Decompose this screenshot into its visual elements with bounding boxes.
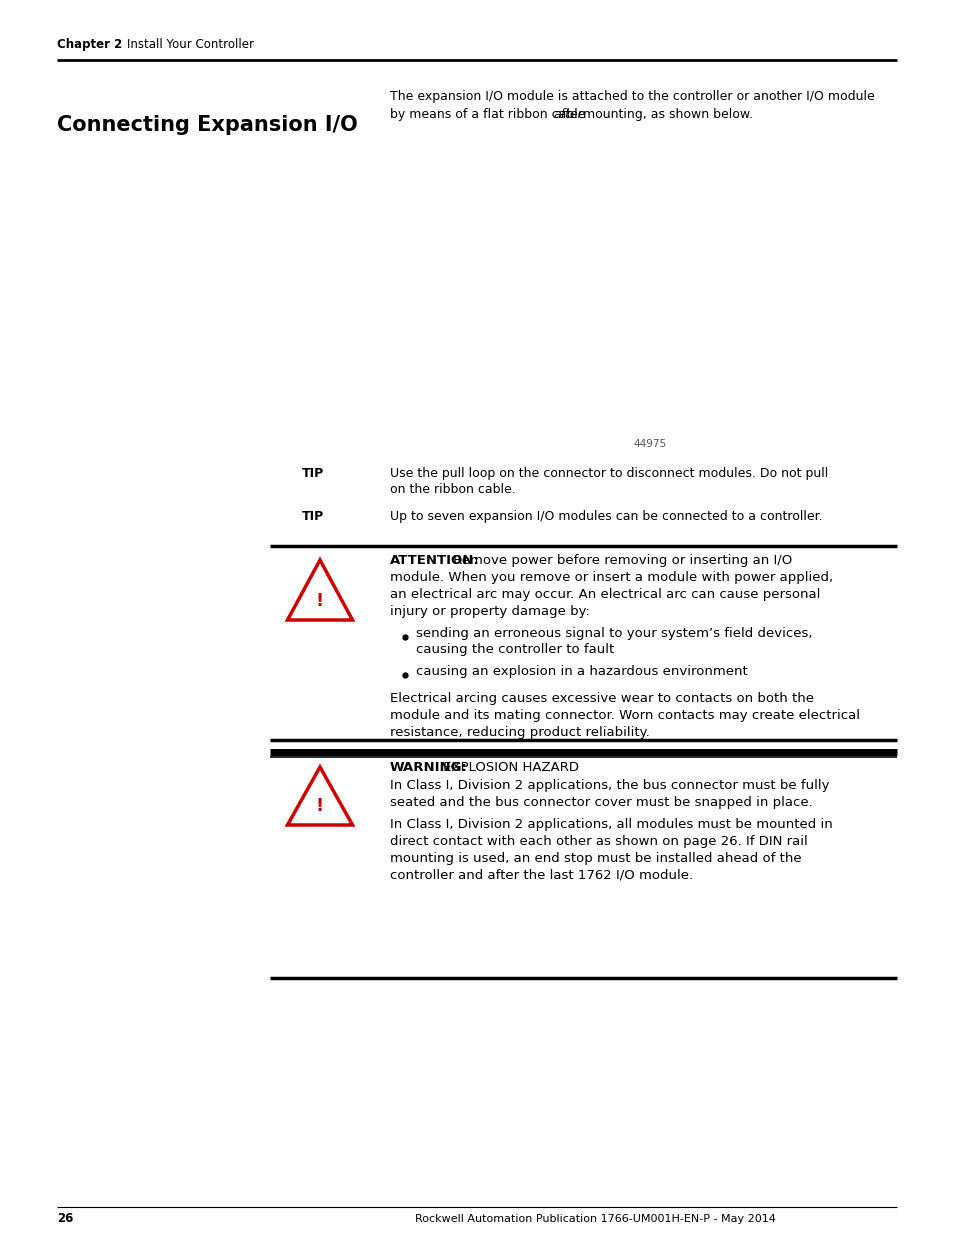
Text: TIP: TIP [302, 467, 324, 480]
Text: Chapter 2: Chapter 2 [57, 38, 122, 51]
Text: Up to seven expansion I/O modules can be connected to a controller.: Up to seven expansion I/O modules can be… [390, 510, 821, 522]
Text: on the ribbon cable.: on the ribbon cable. [390, 483, 516, 496]
Text: !: ! [315, 592, 324, 610]
Polygon shape [287, 559, 352, 620]
Text: direct contact with each other as shown on page 26. If DIN rail: direct contact with each other as shown … [390, 835, 807, 848]
Text: TIP: TIP [302, 510, 324, 522]
Text: mounting, as shown below.: mounting, as shown below. [578, 107, 752, 121]
Text: sending an erroneous signal to your system’s field devices,: sending an erroneous signal to your syst… [416, 627, 812, 640]
Text: seated and the bus connector cover must be snapped in place.: seated and the bus connector cover must … [390, 797, 812, 809]
Text: module and its mating connector. Worn contacts may create electrical: module and its mating connector. Worn co… [390, 709, 859, 722]
Text: !: ! [315, 798, 324, 815]
Text: after: after [553, 107, 582, 121]
Text: injury or property damage by:: injury or property damage by: [390, 605, 589, 618]
Text: Electrical arcing causes excessive wear to contacts on both the: Electrical arcing causes excessive wear … [390, 692, 813, 705]
Text: controller and after the last 1762 I/O module.: controller and after the last 1762 I/O m… [390, 869, 693, 882]
Text: mounting is used, an end stop must be installed ahead of the: mounting is used, an end stop must be in… [390, 852, 801, 864]
Text: Install Your Controller: Install Your Controller [127, 38, 253, 51]
Polygon shape [287, 767, 352, 825]
Text: module. When you remove or insert a module with power applied,: module. When you remove or insert a modu… [390, 571, 832, 584]
Text: In Class I, Division 2 applications, the bus connector must be fully: In Class I, Division 2 applications, the… [390, 779, 828, 792]
Text: WARNING:: WARNING: [390, 761, 467, 774]
Text: an electrical arc may occur. An electrical arc can cause personal: an electrical arc may occur. An electric… [390, 588, 820, 601]
Text: The expansion I/O module is attached to the controller or another I/O module: The expansion I/O module is attached to … [390, 90, 874, 103]
Text: causing an explosion in a hazardous environment: causing an explosion in a hazardous envi… [416, 664, 747, 678]
Text: Remove power before removing or inserting an I/O: Remove power before removing or insertin… [449, 555, 791, 567]
Text: 26: 26 [57, 1212, 73, 1225]
Text: EXPLOSION HAZARD: EXPLOSION HAZARD [438, 761, 578, 774]
Text: by means of a flat ribbon cable: by means of a flat ribbon cable [390, 107, 589, 121]
Text: ATTENTION:: ATTENTION: [390, 555, 479, 567]
Text: Use the pull loop on the connector to disconnect modules. Do not pull: Use the pull loop on the connector to di… [390, 467, 827, 480]
Text: resistance, reducing product reliability.: resistance, reducing product reliability… [390, 726, 649, 739]
Text: Connecting Expansion I/O: Connecting Expansion I/O [57, 115, 357, 135]
Text: causing the controller to fault: causing the controller to fault [416, 643, 614, 656]
Text: 44975: 44975 [633, 438, 665, 450]
Text: Rockwell Automation Publication 1766-UM001H-EN-P - May 2014: Rockwell Automation Publication 1766-UM0… [415, 1214, 775, 1224]
Text: In Class I, Division 2 applications, all modules must be mounted in: In Class I, Division 2 applications, all… [390, 818, 832, 831]
